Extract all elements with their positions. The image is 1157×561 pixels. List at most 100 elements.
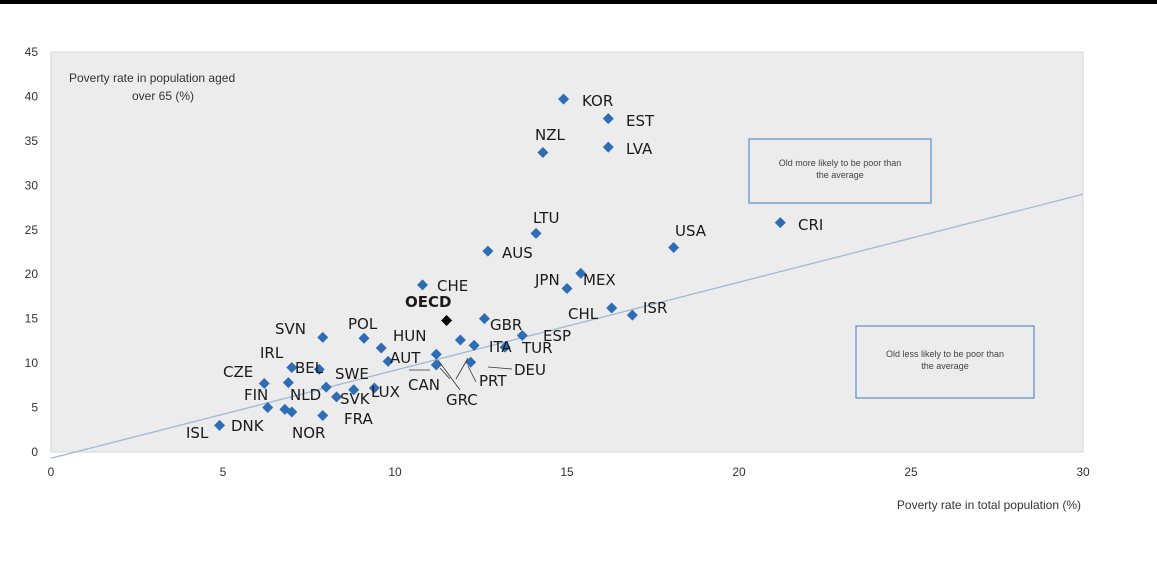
y-tick-label: 45 xyxy=(25,45,39,59)
data-point xyxy=(262,402,274,414)
data-point xyxy=(430,348,442,360)
data-point xyxy=(478,313,490,325)
x-tick-label: 15 xyxy=(560,465,574,479)
data-label: CRI xyxy=(798,216,823,234)
data-point xyxy=(331,391,343,403)
data-point xyxy=(602,113,614,125)
data-label: FRA xyxy=(344,410,373,428)
x-tick-label: 20 xyxy=(732,465,746,479)
data-point xyxy=(454,334,466,346)
leader-line xyxy=(467,365,477,383)
data-label: FIN xyxy=(244,386,268,404)
data-label: PRT xyxy=(479,372,507,390)
data-label: MEX xyxy=(583,271,616,289)
y-tick-label: 40 xyxy=(25,89,39,103)
data-label: BEL xyxy=(295,359,324,377)
data-point xyxy=(668,242,680,254)
data-point xyxy=(358,332,370,344)
data-label: DEU xyxy=(514,361,546,379)
data-point xyxy=(417,279,429,291)
y-tick-label: 10 xyxy=(25,356,39,370)
data-point xyxy=(313,363,325,375)
plot-area xyxy=(50,51,1084,453)
data-label: ITA xyxy=(489,338,512,356)
data-label: CAN xyxy=(408,376,440,394)
data-label: NOR xyxy=(292,424,325,442)
data-point xyxy=(561,282,573,294)
leader-line xyxy=(439,367,451,380)
data-label: TUR xyxy=(521,339,553,357)
data-label: NZL xyxy=(535,126,565,144)
x-tick-label: 10 xyxy=(388,465,402,479)
leader-line xyxy=(437,359,461,391)
data-label: DNK xyxy=(231,417,265,435)
data-points xyxy=(214,93,786,431)
data-label: GBR xyxy=(490,316,522,334)
data-label: CZE xyxy=(223,363,253,381)
data-point xyxy=(368,382,380,394)
data-point xyxy=(279,403,291,415)
y-axis-ticks: 0 5 10 15 20 25 30 35 40 45 xyxy=(25,45,39,459)
data-label: GRC xyxy=(446,391,478,409)
data-label: EST xyxy=(626,112,655,130)
y-tick-label: 5 xyxy=(31,401,38,415)
data-point xyxy=(499,341,511,353)
top-rule xyxy=(0,0,1157,4)
data-label: CHE xyxy=(437,277,468,295)
y-tick-label: 0 xyxy=(31,445,38,459)
data-label: KOR xyxy=(582,92,613,110)
reference-line xyxy=(50,193,1084,459)
data-label: SVK xyxy=(340,390,371,408)
data-label: ISL xyxy=(186,424,209,442)
data-label: CHL xyxy=(568,305,599,323)
annotation-box xyxy=(748,138,932,204)
y-tick-label: 25 xyxy=(25,223,39,237)
data-point xyxy=(602,141,614,153)
y-axis-title: Poverty rate in population aged over 65 (… xyxy=(69,71,235,103)
label-leader-lines xyxy=(409,357,513,391)
data-point xyxy=(214,419,226,431)
data-point xyxy=(626,309,638,321)
annotation-box xyxy=(855,325,1035,399)
data-label: AUT xyxy=(390,349,421,367)
data-point xyxy=(382,355,394,367)
data-point xyxy=(348,384,360,396)
data-label: SWE xyxy=(335,365,369,383)
x-tick-label: 25 xyxy=(904,465,918,479)
data-label: AUS xyxy=(502,244,533,262)
data-point xyxy=(516,330,528,342)
x-tick-label: 30 xyxy=(1076,465,1090,479)
data-point xyxy=(286,362,298,374)
data-label: LTU xyxy=(533,209,559,227)
data-point xyxy=(320,381,332,393)
data-point xyxy=(558,93,570,105)
y-tick-label: 35 xyxy=(25,134,39,148)
data-point xyxy=(441,314,453,326)
x-axis-ticks: 0 5 10 15 20 25 30 xyxy=(48,465,1090,479)
data-point xyxy=(317,331,329,343)
data-label: SVN xyxy=(275,320,306,338)
data-point xyxy=(774,217,786,229)
data-point xyxy=(258,378,270,390)
x-tick-label: 5 xyxy=(220,465,227,479)
data-label: OECD xyxy=(405,293,451,311)
data-point xyxy=(282,377,294,389)
data-label: ISR xyxy=(643,299,667,317)
data-label: ESP xyxy=(543,327,571,345)
reference-line-group xyxy=(50,193,1084,459)
data-label: IRL xyxy=(260,344,284,362)
data-label: JPN xyxy=(534,271,560,289)
y-tick-label: 30 xyxy=(25,178,39,192)
data-point xyxy=(430,359,442,371)
data-label: POL xyxy=(348,315,378,333)
data-label: USA xyxy=(675,222,707,240)
data-label: LUX xyxy=(371,383,400,401)
y-tick-label: 15 xyxy=(25,312,39,326)
data-point xyxy=(375,342,387,354)
data-point xyxy=(465,356,477,368)
data-point xyxy=(537,146,549,158)
data-point xyxy=(575,267,587,279)
data-point xyxy=(317,410,329,422)
